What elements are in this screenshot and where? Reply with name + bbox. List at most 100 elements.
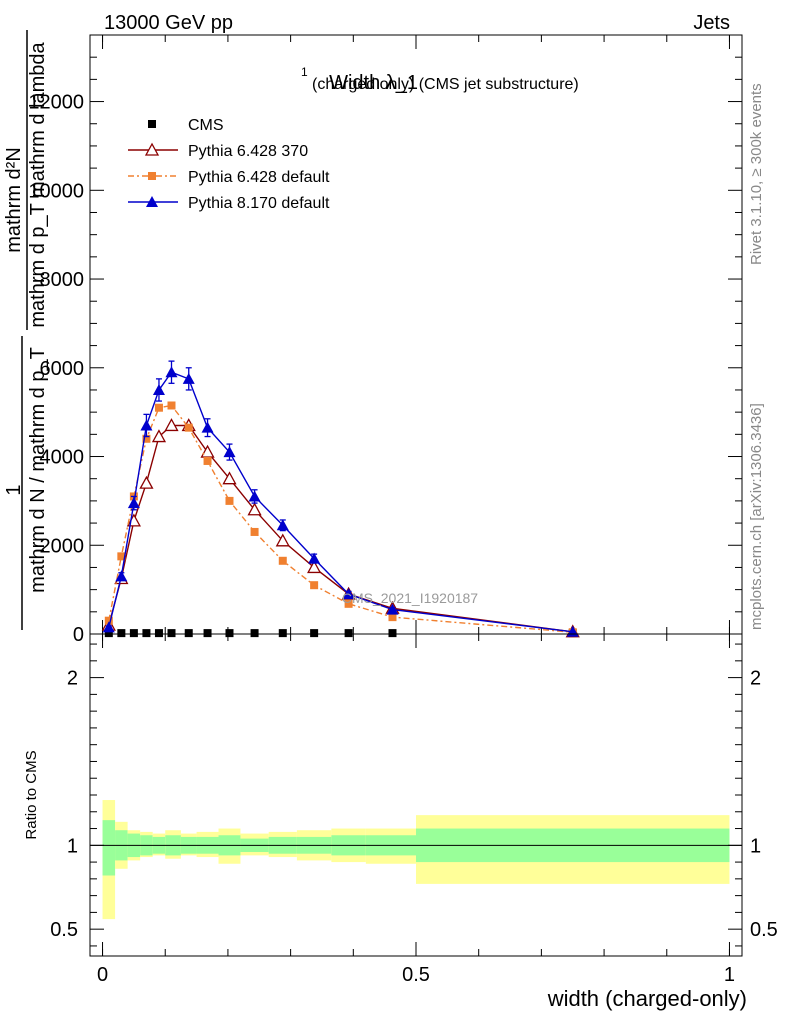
data-point — [167, 629, 176, 638]
rivet-label: Rivet 3.1.10, ≥ 300k events — [748, 83, 765, 265]
ylabel-left-denominator: mathrm d N / mathrm d p_T — [27, 347, 49, 593]
data-point — [386, 603, 399, 615]
data-point — [388, 613, 397, 622]
data-point — [344, 599, 353, 608]
series-line — [108, 424, 573, 633]
series-0 — [104, 629, 577, 638]
data-point — [184, 629, 193, 638]
svg-text:Width λ_1: Width λ_1 — [329, 72, 418, 94]
data-point — [250, 527, 259, 536]
series-3 — [102, 360, 579, 637]
data-point — [342, 588, 355, 600]
main-ticks: 0 2000 4000 6000 8000 10000 12000 — [28, 34, 742, 646]
ratio-y-tick-label: 2 — [67, 668, 78, 690]
data-point — [164, 418, 179, 432]
main-series-group — [101, 360, 580, 638]
data-point — [225, 496, 234, 505]
ylabel-one: 1 — [3, 484, 25, 495]
data-point — [115, 570, 128, 582]
data-point — [129, 629, 138, 638]
y-tick-label: 10000 — [28, 180, 84, 202]
x-tick-label: 0.5 — [402, 964, 430, 986]
ratio-ylabel: Ratio to CMS — [23, 750, 40, 839]
data-point — [225, 629, 234, 638]
data-point — [344, 629, 353, 638]
legend-marker — [146, 196, 158, 207]
data-point — [310, 581, 319, 590]
title-main: Width λ_1 — [329, 72, 418, 94]
ratio-y-tick-label-right: 2 — [750, 668, 761, 690]
y-tick-label: 4000 — [40, 447, 85, 469]
data-point — [127, 497, 140, 509]
data-point — [200, 444, 215, 458]
data-point — [248, 490, 261, 502]
header-right: Jets — [693, 12, 730, 34]
data-point — [154, 403, 163, 412]
data-point — [140, 419, 153, 431]
series-line — [108, 371, 573, 633]
ratio-y-tick-label-right: 0.5 — [750, 919, 778, 941]
ylabel-numerator: mathrm d²N — [3, 147, 25, 253]
data-point — [201, 421, 214, 433]
legend-marker — [144, 142, 160, 156]
ratio-y-tick-label: 1 — [67, 835, 78, 857]
data-point — [167, 401, 176, 410]
data-point — [307, 560, 322, 574]
x-tick-label: 0 — [97, 964, 108, 986]
data-point — [223, 446, 236, 458]
chart-title: Width λ_1 1 (charged only) (CMS jet subs… — [301, 65, 579, 94]
mcplots-label: mcplots.cern.ch [arXiv:1306.3436] — [748, 403, 765, 630]
legend-label: Pythia 8.170 default — [188, 195, 330, 212]
y-tick-label: 8000 — [40, 269, 85, 291]
series-2 — [104, 401, 577, 637]
data-point — [278, 556, 287, 565]
y-tick-label: 2000 — [40, 535, 85, 557]
data-point — [142, 629, 151, 638]
y-tick-label: 0 — [73, 624, 84, 646]
y-tick-label: 6000 — [40, 358, 85, 380]
data-point — [276, 519, 289, 531]
data-point — [278, 629, 287, 638]
data-point — [102, 621, 115, 633]
data-point — [250, 629, 259, 638]
series-1 — [101, 418, 580, 638]
y-axis-title: 1 mathrm d N / mathrm d p_T mathrm d²N m… — [3, 30, 49, 630]
data-point — [104, 629, 113, 638]
data-point — [247, 502, 262, 516]
data-point — [275, 533, 290, 547]
data-point — [222, 471, 237, 485]
legend-label: CMS — [188, 117, 224, 134]
main-panel: 0 2000 4000 6000 8000 10000 12000 CMS_2021_I19… — [3, 30, 743, 646]
data-point — [117, 629, 126, 638]
data-point — [142, 434, 151, 443]
data-point — [184, 423, 193, 432]
data-point — [139, 475, 154, 489]
watermark: CMS_2021_I1920187 — [342, 590, 478, 606]
legend-marker — [148, 120, 156, 128]
data-point — [203, 629, 212, 638]
ratio-frame — [89, 633, 743, 957]
data-point — [117, 552, 126, 561]
legend: CMS Pythia 6.428 370 Pythia 6.428 default P… — [128, 117, 330, 212]
ratio-ticks: 0.5 0.5 1 1 2 2 0 0.5 1 — [50, 634, 778, 986]
data-point — [151, 429, 167, 443]
data-point — [165, 366, 178, 378]
x-axis-title: width (charged-only) — [547, 986, 747, 1011]
data-point — [203, 456, 212, 465]
header-left: 13000 GeV pp — [104, 12, 233, 34]
x-tick-label: 1 — [724, 964, 735, 986]
legend-marker — [148, 172, 156, 180]
data-point — [308, 552, 321, 564]
legend-label: Pythia 6.428 default — [188, 169, 330, 186]
data-point — [182, 372, 195, 384]
ylabel-denominator: mathrm d p_T mathrm d lambda — [27, 41, 49, 327]
ratio-panel: 0.5 0.5 1 1 2 2 0 0.5 1 Ratio to CMS width (char… — [23, 633, 778, 1011]
data-point — [388, 629, 397, 638]
ratio-bands — [90, 800, 742, 920]
inner-band — [102, 820, 116, 876]
title-superscript: 1 — [301, 65, 308, 79]
data-point — [154, 629, 163, 638]
ratio-y-tick-label-right: 1 — [750, 835, 761, 857]
data-point — [310, 629, 319, 638]
